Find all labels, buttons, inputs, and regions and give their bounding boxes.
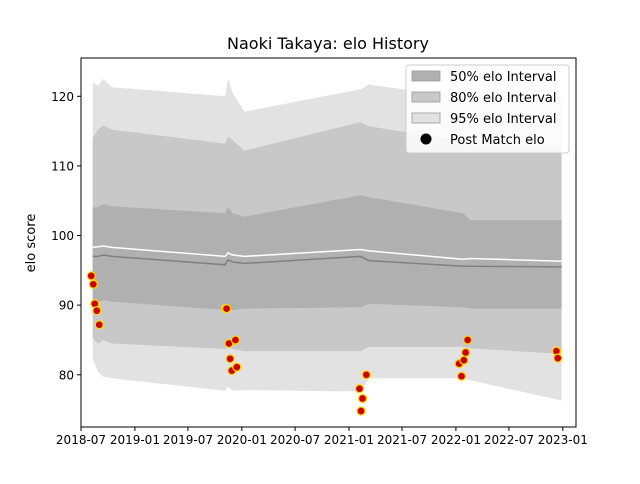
legend-swatch [411, 112, 441, 124]
post-match-point [92, 306, 102, 316]
legend-swatch [411, 91, 441, 103]
y-tick-label: 120 [51, 90, 74, 104]
post-match-point [462, 335, 473, 345]
chart-title: Naoki Takaya: elo History [227, 34, 429, 53]
y-tick-label: 110 [51, 159, 74, 173]
post-match-point [221, 303, 232, 314]
post-match-point [356, 406, 366, 416]
x-tick-label: 2018-07 [56, 433, 106, 447]
y-axis: 80 90 100 110 120 [51, 90, 81, 382]
x-tick-label: 2020-07 [270, 433, 320, 447]
legend: 50% elo Interval 80% elo Interval 95% elo … [405, 64, 570, 154]
post-match-point [232, 362, 242, 372]
x-tick-label: 2019-01 [110, 433, 160, 447]
x-tick-label: 2022-07 [484, 433, 534, 447]
legend-swatch [411, 70, 441, 82]
post-match-point [230, 335, 241, 345]
y-tick-label: 90 [59, 299, 74, 313]
post-match-point [354, 384, 365, 394]
plot-frame [80, 57, 577, 428]
median-line [92, 254, 562, 268]
band-50-interval [92, 195, 562, 310]
post-match-point [357, 393, 368, 404]
x-tick-label: 2022-01 [431, 433, 481, 447]
legend-label: 80% elo Interval [450, 91, 557, 106]
x-tick-label: 2019-07 [163, 433, 213, 447]
post-match-point [88, 279, 98, 289]
plot-area [80, 57, 577, 428]
legend-marker [420, 133, 432, 145]
legend-label: Post Match elo [450, 133, 545, 148]
mean-line [92, 245, 562, 263]
x-tick-label: 2023-01 [538, 433, 588, 447]
post-match-point [94, 320, 104, 330]
x-tick-label: 2021-01 [324, 433, 374, 447]
y-tick-label: 80 [59, 368, 74, 382]
post-match-point [456, 371, 467, 381]
post-match-point [460, 347, 471, 358]
x-tick-label: 2021-07 [377, 433, 427, 447]
post-match-point [361, 370, 371, 380]
post-match-point [225, 354, 235, 364]
legend-box [405, 64, 570, 154]
y-axis-label: elo score [24, 214, 39, 273]
x-tick-label: 2020-01 [217, 433, 267, 447]
x-axis: 2018-07 2019-01 2019-07 2020-01 2020-07 2021-… [56, 427, 588, 447]
legend-label: 50% elo Interval [450, 70, 557, 85]
post-match-point [553, 353, 563, 363]
legend-label: 95% elo Interval [450, 112, 557, 127]
post-match-point [459, 355, 469, 365]
y-tick-label: 100 [51, 229, 74, 243]
post-match-point [86, 271, 96, 281]
